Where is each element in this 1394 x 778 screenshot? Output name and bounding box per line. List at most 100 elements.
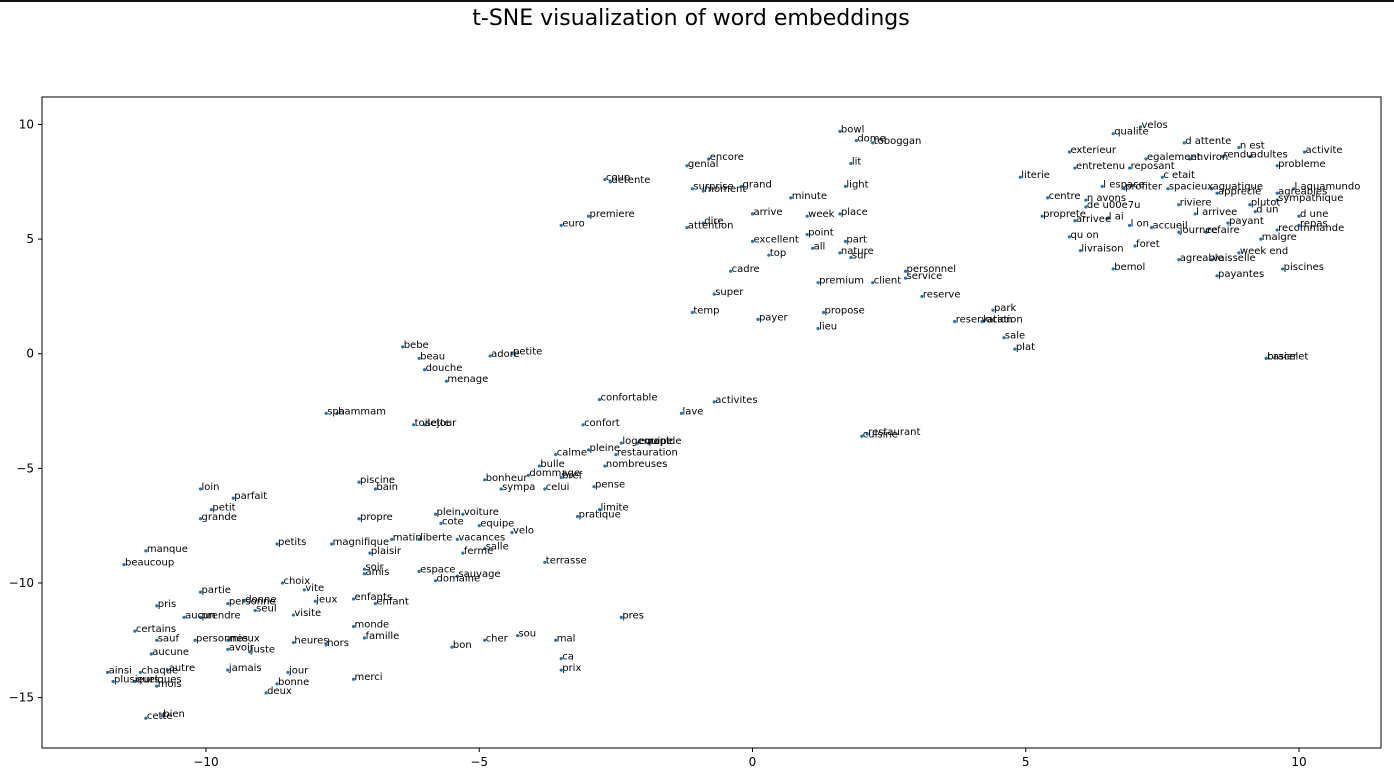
data-point <box>390 537 394 542</box>
point-label: service <box>907 271 943 282</box>
data-point <box>1111 132 1115 136</box>
data-point <box>351 597 356 601</box>
data-point <box>198 615 203 619</box>
data-point <box>362 567 367 571</box>
data-point <box>619 615 623 619</box>
data-point <box>1281 267 1285 271</box>
data-point <box>1275 164 1279 168</box>
data-point <box>155 638 159 642</box>
y-tick-label: −10 <box>9 576 34 590</box>
data-point <box>1264 356 1268 360</box>
point-label: matin <box>393 532 422 543</box>
data-point <box>767 253 771 257</box>
data-point <box>1209 187 1214 191</box>
point-label: cadre <box>732 264 760 275</box>
point-label: douche <box>426 363 463 374</box>
data-point <box>1193 212 1197 216</box>
x-tick-label: 5 <box>1022 755 1030 769</box>
point-label: literie <box>1021 170 1050 181</box>
data-point <box>1067 235 1072 239</box>
point-label: cette <box>147 711 173 722</box>
data-point <box>1209 258 1214 262</box>
point-label: l arrivee <box>1196 207 1237 218</box>
data-point <box>789 196 793 200</box>
point-label: lieu <box>819 322 837 333</box>
point-label: loin <box>201 482 219 493</box>
data-point <box>362 636 367 640</box>
data-point <box>838 129 842 133</box>
data-point <box>253 608 257 613</box>
data-point <box>1084 205 1088 209</box>
point-label: n avons <box>1087 193 1126 204</box>
data-point <box>597 508 602 512</box>
point-label: dome <box>857 134 885 145</box>
data-point <box>980 320 984 324</box>
point-label: limite <box>600 503 628 514</box>
data-point <box>510 352 514 356</box>
plot-frame <box>41 96 1382 749</box>
point-label: velo <box>513 526 534 537</box>
data-point <box>1046 196 1050 200</box>
data-point <box>198 517 203 521</box>
point-label: agreable <box>1180 253 1224 264</box>
point-label: nature <box>841 246 874 257</box>
point-label: parfait <box>234 491 267 502</box>
point-label: riviere <box>1180 198 1212 209</box>
data-point <box>1237 145 1241 150</box>
data-point <box>155 684 159 688</box>
point-label: soir <box>365 562 384 573</box>
point-label: visite <box>294 608 321 619</box>
point-label: calme <box>557 448 587 459</box>
data-point <box>920 294 924 299</box>
point-label: pris <box>158 599 176 610</box>
point-label: vacances <box>458 532 505 543</box>
data-point <box>226 668 230 672</box>
point-label: probleme <box>1278 159 1326 170</box>
data-point <box>1188 157 1192 161</box>
point-label: bemol <box>1114 262 1145 273</box>
data-point <box>1127 223 1132 227</box>
x-axis-ticks: −10 −5 0 5 10 <box>193 748 1307 769</box>
data-point <box>712 400 716 404</box>
y-axis-ticks: 10 5 0 −5 −10 −15 <box>9 118 42 705</box>
data-point <box>351 677 356 681</box>
point-label: sejour <box>426 418 458 429</box>
point-label: agreables <box>1278 186 1327 197</box>
data-point <box>991 308 995 312</box>
data-point <box>160 714 164 718</box>
data-point <box>903 269 908 273</box>
point-label: surprise <box>693 182 733 193</box>
point-label: menage <box>447 374 488 385</box>
point-label: plutot <box>1251 198 1281 209</box>
x-tick-label: −10 <box>193 755 218 769</box>
data-point <box>1237 251 1241 255</box>
point-label: jeux <box>315 594 337 605</box>
point-label: foret <box>1136 239 1160 250</box>
point-label: encore <box>710 152 744 163</box>
point-label: jamais <box>228 663 262 674</box>
data-point <box>537 464 541 468</box>
data-point <box>461 551 465 555</box>
data-point <box>739 184 744 188</box>
point-label: client <box>874 276 902 287</box>
point-label: famille <box>365 631 399 642</box>
data-point <box>701 189 705 193</box>
data-point <box>330 542 334 546</box>
point-label: heures <box>294 636 328 647</box>
point-label: entretenu <box>1076 161 1125 172</box>
point-label: hors <box>327 638 349 649</box>
data-point <box>1138 125 1143 129</box>
data-point <box>1275 198 1279 202</box>
point-label: arrivee <box>1076 214 1111 225</box>
data-point <box>586 448 591 452</box>
point-label: bain <box>376 482 398 493</box>
point-label: pense <box>595 480 625 491</box>
point-label: sur <box>852 250 869 261</box>
data-point <box>368 551 372 555</box>
data-point <box>838 212 842 216</box>
point-label: avoir <box>229 642 255 653</box>
data-point <box>953 320 957 324</box>
x-tick-label: 10 <box>1291 755 1306 769</box>
data-point <box>903 276 908 280</box>
data-point <box>1018 175 1022 179</box>
